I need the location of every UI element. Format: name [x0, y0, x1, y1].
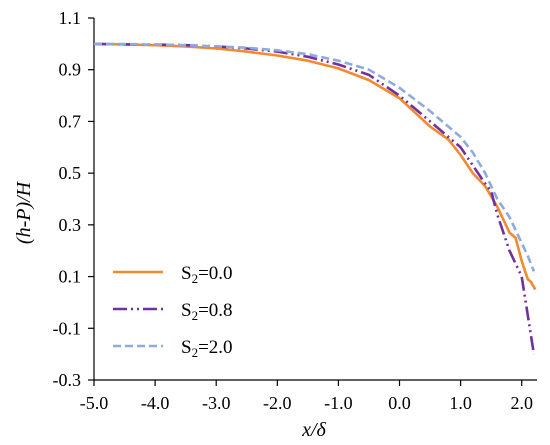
x-tick-label: 0.0	[388, 393, 411, 413]
x-tick-label: -1.0	[324, 393, 353, 413]
x-tick-label: 2.0	[510, 393, 533, 413]
y-tick-label: 0.1	[59, 267, 82, 287]
series-line-3	[93, 42, 536, 272]
legend-item: S2=0.8	[113, 300, 233, 323]
y-tick-label: 1.1	[59, 8, 82, 28]
y-axis-title: (h-P)/H	[13, 180, 35, 244]
legend-item: S2=0.0	[113, 263, 233, 286]
legend-label: S2=0.0	[181, 263, 233, 286]
x-tick-label: -3.0	[202, 393, 231, 413]
y-tick-label: -0.3	[53, 370, 82, 390]
y-tick-label: -0.1	[53, 318, 82, 338]
y-tick-label: 0.3	[59, 215, 82, 235]
legend-label: S2=0.8	[181, 300, 233, 323]
legend: S2=0.0 S2=0.8 S2=2.0	[113, 263, 233, 360]
x-tick-label: -4.0	[141, 393, 170, 413]
x-axis-title: x/δ	[301, 419, 326, 441]
series-line-1	[93, 42, 537, 291]
plot-area	[93, 42, 537, 355]
x-tick-label: -5.0	[80, 393, 109, 413]
y-tick-label: 0.5	[59, 163, 82, 183]
legend-item: S2=2.0	[113, 337, 233, 360]
x-tick-label: -2.0	[263, 393, 292, 413]
x-tick-label: 1.0	[449, 393, 472, 413]
y-tick-label: 0.9	[59, 60, 82, 80]
legend-label: S2=2.0	[181, 337, 233, 360]
axes: -0.3 -0.1 0.1 0.3 0.5 0.7 0.9 1.1 -5.0 -4.0 -3.0 -2…	[53, 8, 537, 413]
series-line-2	[93, 42, 536, 355]
y-tick-label: 0.7	[59, 111, 82, 131]
